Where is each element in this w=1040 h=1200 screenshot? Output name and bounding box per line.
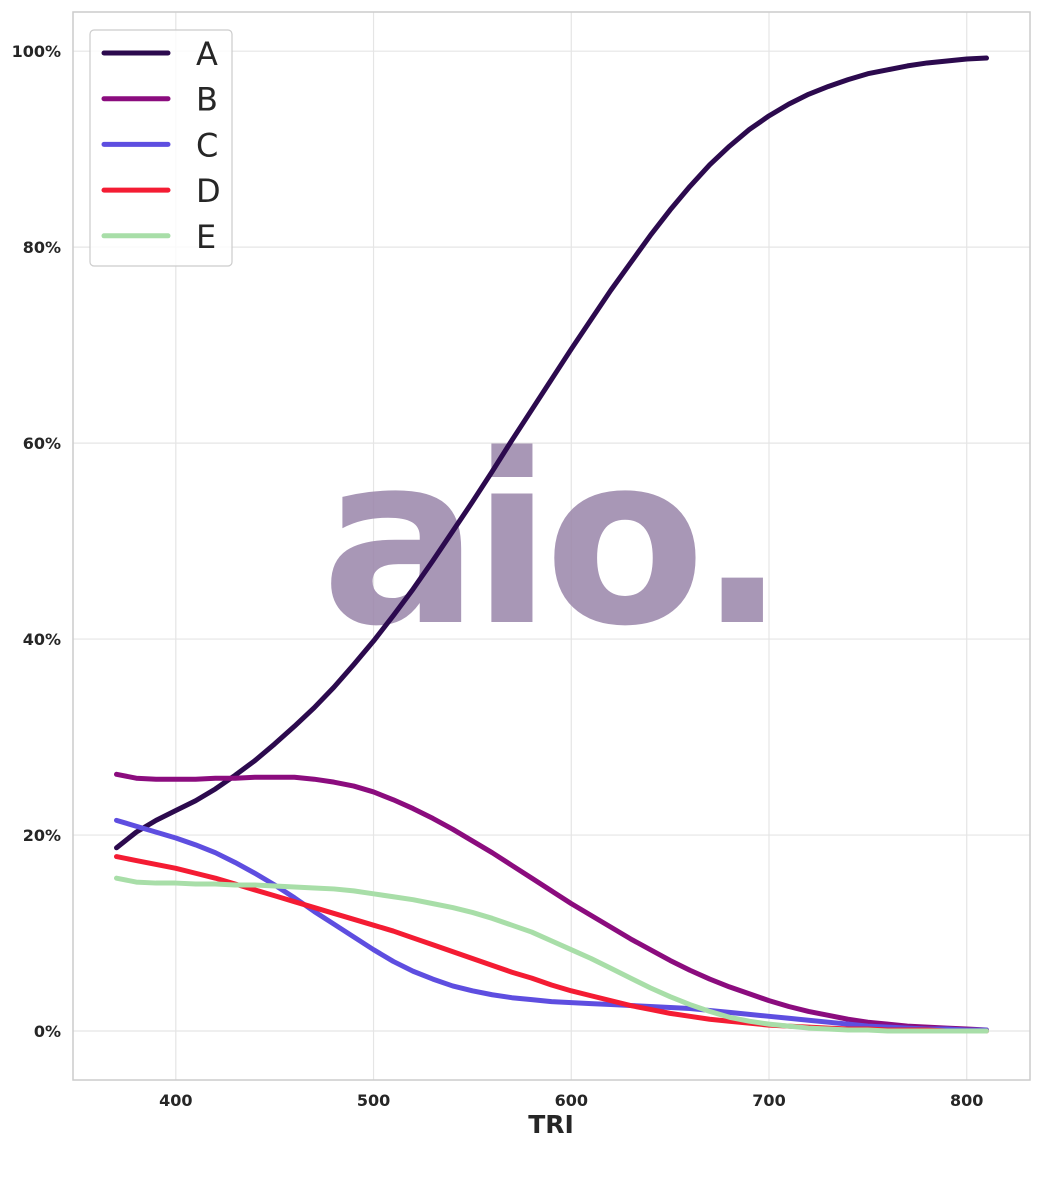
legend-label-b: B bbox=[196, 81, 218, 119]
legend-label-a: A bbox=[196, 35, 218, 73]
x-axis-title: TRI bbox=[528, 1110, 574, 1139]
series-lines bbox=[114, 55, 989, 1034]
x-tick-label: 600 bbox=[555, 1091, 588, 1110]
y-tick-label: 0% bbox=[34, 1022, 61, 1041]
legend-label-d: D bbox=[196, 172, 221, 210]
y-tick-label: 20% bbox=[23, 826, 61, 845]
x-tick-label: 700 bbox=[752, 1091, 785, 1110]
y-tick-label: 40% bbox=[23, 630, 61, 649]
x-tick-labels: 400 500 600 700 800 bbox=[159, 1091, 983, 1110]
legend-label-e: E bbox=[196, 218, 216, 256]
x-tick-label: 500 bbox=[357, 1091, 390, 1110]
y-tick-label: 80% bbox=[23, 238, 61, 257]
y-tick-label: 60% bbox=[23, 434, 61, 453]
plot-frame bbox=[72, 11, 1031, 1081]
watermark-logo: aio. bbox=[321, 405, 787, 678]
legend-box bbox=[89, 29, 233, 267]
series-line-b bbox=[114, 771, 989, 1033]
y-tick-label: 100% bbox=[12, 42, 61, 61]
x-tick-label: 800 bbox=[950, 1091, 983, 1110]
series-line-a bbox=[114, 55, 989, 851]
legend-label-c: C bbox=[196, 126, 218, 164]
y-tick-labels: 0% 20% 40% 60% 80% 100% bbox=[12, 42, 61, 1041]
x-tick-label: 400 bbox=[159, 1091, 192, 1110]
watermark-text: aio. bbox=[321, 405, 779, 678]
series-line-e bbox=[114, 875, 989, 1034]
series-line-c bbox=[114, 817, 989, 1033]
